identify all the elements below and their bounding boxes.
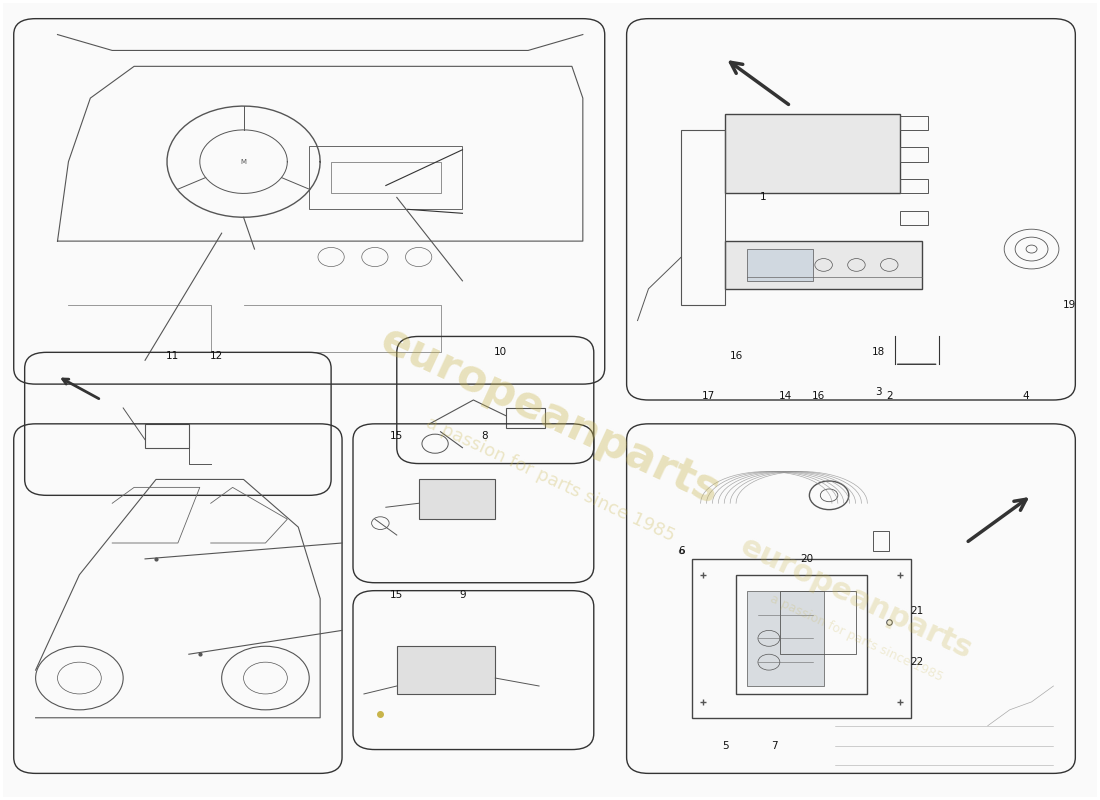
Text: 16: 16 <box>812 391 825 401</box>
Text: 16: 16 <box>729 351 743 362</box>
Bar <box>747 249 813 281</box>
Text: 5: 5 <box>722 741 728 750</box>
Bar <box>780 590 857 654</box>
Bar <box>725 241 922 289</box>
Bar <box>900 179 927 194</box>
Text: 19: 19 <box>1064 300 1077 310</box>
Bar <box>681 130 725 305</box>
Bar <box>900 147 927 162</box>
Text: a passion for parts since 1985: a passion for parts since 1985 <box>768 593 945 684</box>
Text: 9: 9 <box>459 590 465 600</box>
Text: 15: 15 <box>390 430 404 441</box>
Bar <box>873 531 889 551</box>
Text: a passion for parts since 1985: a passion for parts since 1985 <box>422 414 678 546</box>
Text: 17: 17 <box>702 391 715 401</box>
Text: 15: 15 <box>390 590 404 600</box>
Bar <box>419 479 495 519</box>
Text: 20: 20 <box>801 554 814 564</box>
Text: 10: 10 <box>494 347 507 358</box>
Bar <box>692 559 911 718</box>
Text: 1: 1 <box>760 193 767 202</box>
Bar <box>145 424 189 448</box>
Text: 2: 2 <box>886 391 892 401</box>
Text: 3: 3 <box>874 387 881 397</box>
Bar <box>397 646 495 694</box>
Bar <box>309 146 462 210</box>
Bar <box>331 162 441 194</box>
Bar <box>736 574 868 694</box>
Text: 11: 11 <box>166 351 179 362</box>
Bar <box>900 115 927 130</box>
Text: 6: 6 <box>678 546 684 556</box>
Text: 22: 22 <box>910 657 923 667</box>
Text: 21: 21 <box>910 606 923 615</box>
Bar <box>900 211 927 226</box>
Bar <box>3 2 1097 400</box>
Text: europeanparts: europeanparts <box>736 532 977 665</box>
Text: 4: 4 <box>1023 391 1030 401</box>
Bar <box>3 400 1097 798</box>
Text: 8: 8 <box>481 430 487 441</box>
Text: 12: 12 <box>210 351 223 362</box>
Text: europeanparts: europeanparts <box>373 318 727 514</box>
Text: 7: 7 <box>771 741 778 750</box>
Bar <box>725 114 900 194</box>
Text: 14: 14 <box>779 391 792 401</box>
Text: 18: 18 <box>871 347 886 358</box>
Text: M: M <box>241 158 246 165</box>
Bar <box>506 408 544 428</box>
Bar <box>747 590 824 686</box>
